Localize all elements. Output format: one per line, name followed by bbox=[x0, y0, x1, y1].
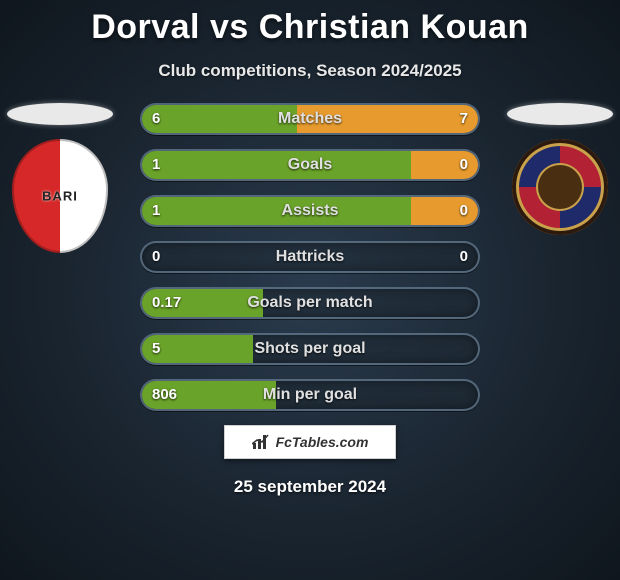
stat-fill-left bbox=[142, 105, 297, 133]
stat-row: 1 0 Assists bbox=[140, 195, 480, 227]
club-badge-left bbox=[12, 139, 108, 253]
content-area: 6 7 Matches 1 0 Goals 1 0 Assists 0 0 Hattricks 0.17… bbox=[0, 103, 620, 411]
date-text: 25 september 2024 bbox=[0, 477, 620, 497]
stat-fill-left bbox=[142, 197, 411, 225]
stat-value-left: 0 bbox=[152, 243, 160, 271]
stat-row: 806 Min per goal bbox=[140, 379, 480, 411]
player-shadow-left bbox=[7, 103, 113, 125]
stat-row: 0 0 Hattricks bbox=[140, 241, 480, 273]
comparison-infographic: Dorval vs Christian Kouan Club competiti… bbox=[0, 0, 620, 580]
stat-row: 1 0 Goals bbox=[140, 149, 480, 181]
stat-label: Min per goal bbox=[263, 381, 357, 409]
stat-label: Hattricks bbox=[276, 243, 344, 271]
brand-text: FcTables.com bbox=[276, 434, 369, 450]
stat-label: Goals per match bbox=[247, 289, 372, 317]
page-title: Dorval vs Christian Kouan bbox=[0, 0, 620, 47]
stat-value-left: 5 bbox=[152, 335, 160, 363]
page-subtitle: Club competitions, Season 2024/2025 bbox=[0, 61, 620, 81]
stat-value-right: 0 bbox=[460, 243, 468, 271]
right-player-column bbox=[500, 103, 620, 235]
stat-label: Shots per goal bbox=[254, 335, 365, 363]
stat-value-right: 7 bbox=[460, 105, 468, 133]
brand-badge: FcTables.com bbox=[224, 425, 396, 459]
stat-value-left: 1 bbox=[152, 197, 160, 225]
stat-label: Goals bbox=[288, 151, 332, 179]
left-player-column bbox=[0, 103, 120, 253]
stat-value-right: 0 bbox=[460, 197, 468, 225]
club-badge-right bbox=[512, 139, 608, 235]
stat-value-left: 806 bbox=[152, 381, 177, 409]
stat-label: Assists bbox=[282, 197, 339, 225]
stat-value-left: 1 bbox=[152, 151, 160, 179]
stat-row: 5 Shots per goal bbox=[140, 333, 480, 365]
stat-value-left: 0.17 bbox=[152, 289, 181, 317]
stat-value-right: 0 bbox=[460, 151, 468, 179]
stat-row: 6 7 Matches bbox=[140, 103, 480, 135]
player-shadow-right bbox=[507, 103, 613, 125]
chart-icon bbox=[252, 434, 270, 450]
stat-value-left: 6 bbox=[152, 105, 160, 133]
stat-fill-left bbox=[142, 151, 411, 179]
stat-label: Matches bbox=[278, 105, 342, 133]
stat-row: 0.17 Goals per match bbox=[140, 287, 480, 319]
stat-bars: 6 7 Matches 1 0 Goals 1 0 Assists 0 0 Hattricks 0.17… bbox=[140, 103, 480, 411]
